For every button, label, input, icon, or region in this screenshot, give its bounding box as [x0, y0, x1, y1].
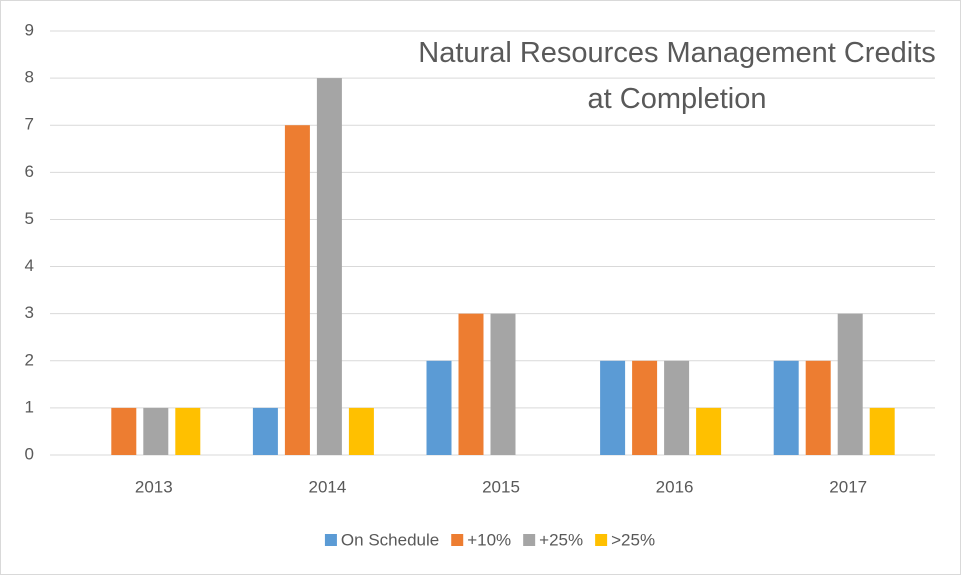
bar — [316, 78, 342, 455]
y-tick-label: 4 — [25, 256, 34, 275]
bar — [458, 313, 484, 455]
legend-swatch — [451, 534, 464, 546]
x-tick-label: 2014 — [308, 477, 346, 496]
bar — [111, 407, 137, 455]
legend-label: >25% — [611, 530, 655, 549]
legend-swatch — [324, 534, 337, 546]
bar — [696, 407, 722, 455]
bar — [490, 313, 516, 455]
y-tick-label: 7 — [25, 115, 34, 134]
y-tick-label: 8 — [25, 68, 34, 87]
x-tick-label: 2016 — [656, 477, 694, 496]
y-tick-label: 2 — [25, 350, 34, 369]
chart-title: Natural Resources Management Credits at … — [418, 37, 936, 115]
y-tick-label: 9 — [25, 20, 34, 39]
legend-swatch — [595, 534, 608, 546]
bar — [869, 407, 895, 455]
bar — [805, 360, 831, 455]
legend-label: +25% — [539, 530, 583, 549]
y-tick-label: 0 — [25, 444, 34, 463]
x-tick-label: 2017 — [829, 477, 867, 496]
bar — [773, 360, 799, 455]
bar — [175, 407, 201, 455]
bar — [600, 360, 626, 455]
legend-swatch — [523, 534, 536, 546]
bar — [837, 313, 863, 455]
y-tick-label: 6 — [25, 162, 34, 181]
x-tick-label: 2015 — [482, 477, 520, 496]
y-tick-label: 1 — [25, 397, 34, 416]
legend-label: +10% — [467, 530, 511, 549]
bar — [284, 125, 310, 455]
bar — [426, 360, 452, 455]
bar — [143, 407, 169, 455]
y-tick-label: 3 — [25, 303, 34, 322]
bar — [664, 360, 690, 455]
legend-label: On Schedule — [341, 530, 439, 549]
x-tick-label: 2013 — [135, 477, 173, 496]
bar — [252, 407, 278, 455]
y-tick-label: 5 — [25, 209, 34, 228]
bar — [632, 360, 658, 455]
bar — [348, 407, 374, 455]
